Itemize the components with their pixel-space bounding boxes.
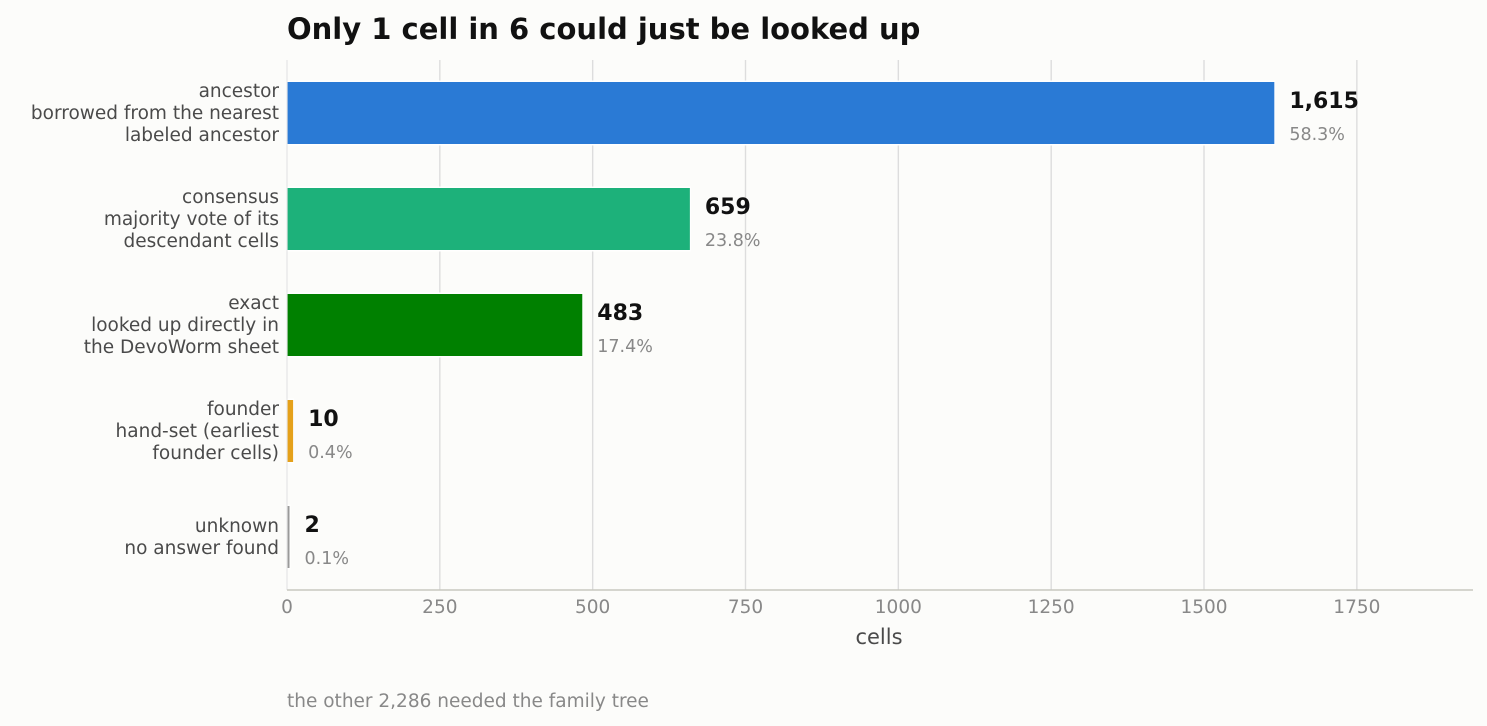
percent-label: 58.3% [1289,125,1345,145]
category-label: ancestor [199,81,280,102]
x-tick-label: 1250 [1028,597,1075,618]
chart-title: Only 1 cell in 6 could just be looked up [287,12,920,46]
value-label: 1,615 [1289,89,1359,114]
x-tick-label: 1500 [1180,597,1227,618]
percent-label: 17.4% [597,337,653,357]
category-description: majority vote of its [104,209,279,230]
x-tick-label: 0 [281,597,293,618]
category-label: unknown [195,516,279,537]
x-tick-label: 500 [575,597,610,618]
category-label: consensus [182,187,279,208]
value-label: 10 [308,407,339,432]
category-label: exact [228,293,279,314]
bars [286,80,1276,570]
percent-label: 23.8% [705,231,761,251]
data-labels: 1,615 58.3% 659 23.8% 483 17.4% 10 0.4% 2 0.1% [305,89,1359,569]
value-label: 2 [305,513,320,538]
x-tick-label: 750 [728,597,763,618]
value-label: 483 [597,301,643,326]
category-description: labeled ancestor [125,125,280,146]
category-label: founder [207,399,279,420]
value-label: 659 [705,195,751,220]
bar-exact [287,294,583,356]
category-description: founder cells) [152,443,279,464]
x-tick-label: 1000 [875,597,922,618]
category-description: looked up directly in [91,315,279,336]
x-axis: 0 250 500 750 1000 1250 1500 1750 [281,60,1473,618]
bar-ancestor [287,82,1275,144]
bar-consensus [287,188,690,250]
bar-unknown [287,506,290,568]
x-tick-label: 250 [422,597,457,618]
x-tick-label: 1750 [1333,597,1380,618]
category-description: hand-set (earliest [116,421,279,442]
x-axis-title: cells [855,625,902,649]
category-description: descendant cells [124,231,279,252]
percent-label: 0.4% [308,443,352,463]
percent-label: 0.1% [305,549,349,569]
bar-founder [287,400,294,462]
gridlines [439,60,1358,590]
category-description: the DevoWorm sheet [84,337,279,358]
category-description: borrowed from the nearest [31,103,279,124]
category-description: no answer found [124,538,279,559]
footnote: the other 2,286 needed the family tree [287,691,649,712]
